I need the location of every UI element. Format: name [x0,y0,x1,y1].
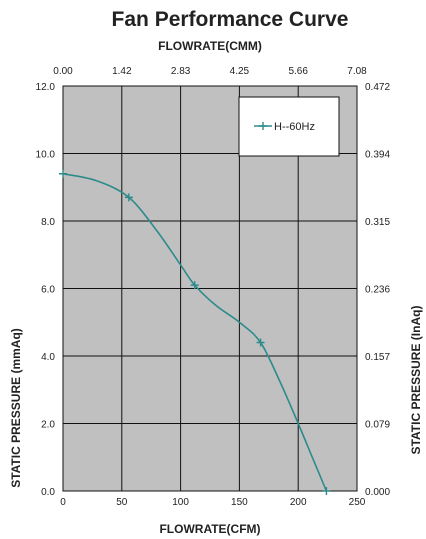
y2-tick-label: 0.394 [365,150,390,161]
x-tick-label: 150 [231,497,248,508]
x2-tick-label: 7.08 [347,66,367,77]
legend: H--60Hz [238,96,340,157]
y-tick-label: 12.0 [36,82,56,93]
x2-tick-label: 5.66 [288,66,308,77]
x-tick-label: 100 [172,497,189,508]
y-tick-label: 6.0 [41,285,55,296]
data-point-marker [322,487,331,495]
tick-labels: 0 0.00 50 1.42 100 2.83 150 4.25 200 5.66 250 7.08 0… [36,66,391,508]
y2-tick-label: 0.079 [365,420,390,431]
data-point-marker [256,338,265,347]
x-tick-label: 50 [116,497,128,508]
y2-tick-label: 0.472 [365,82,390,93]
grid-lines [63,86,357,491]
bottom-axis-title: FLOWRATE(CFM) [159,522,260,536]
y-tick-label: 4.0 [41,352,55,363]
data-point-marker [59,169,67,178]
left-axis-title: STATIC PRESSURE (mmAq) [9,328,23,488]
data-point-marker [124,193,133,202]
y2-tick-label: 0.157 [365,352,390,363]
x-tick-label: 250 [349,497,366,508]
y-tick-label: 0.0 [41,487,55,498]
legend-marker [259,122,267,130]
x2-tick-label: 1.42 [112,66,132,77]
y2-tick-label: 0.236 [365,285,390,296]
x-tick-label: 200 [290,497,307,508]
y2-tick-label: 0.315 [365,217,390,228]
data-point-marker [190,281,199,290]
x2-tick-label: 4.25 [230,66,250,77]
right-axis-title: STATIC PRESSURE (InAq) [409,306,423,455]
legend-label: H--60Hz [274,121,315,133]
x2-tick-label: 0.00 [53,66,73,77]
chart-title: Fan Performance Curve [112,8,349,31]
y-tick-label: 2.0 [41,420,55,431]
y-tick-label: 10.0 [36,150,56,161]
y-tick-label: 8.0 [41,217,55,228]
x-tick-label: 0 [60,497,66,508]
y2-tick-label: 0.000 [365,487,390,498]
x2-tick-label: 2.83 [171,66,191,77]
series-layer [59,169,331,495]
top-axis-title: FLOWRATE(CMM) [158,39,262,53]
